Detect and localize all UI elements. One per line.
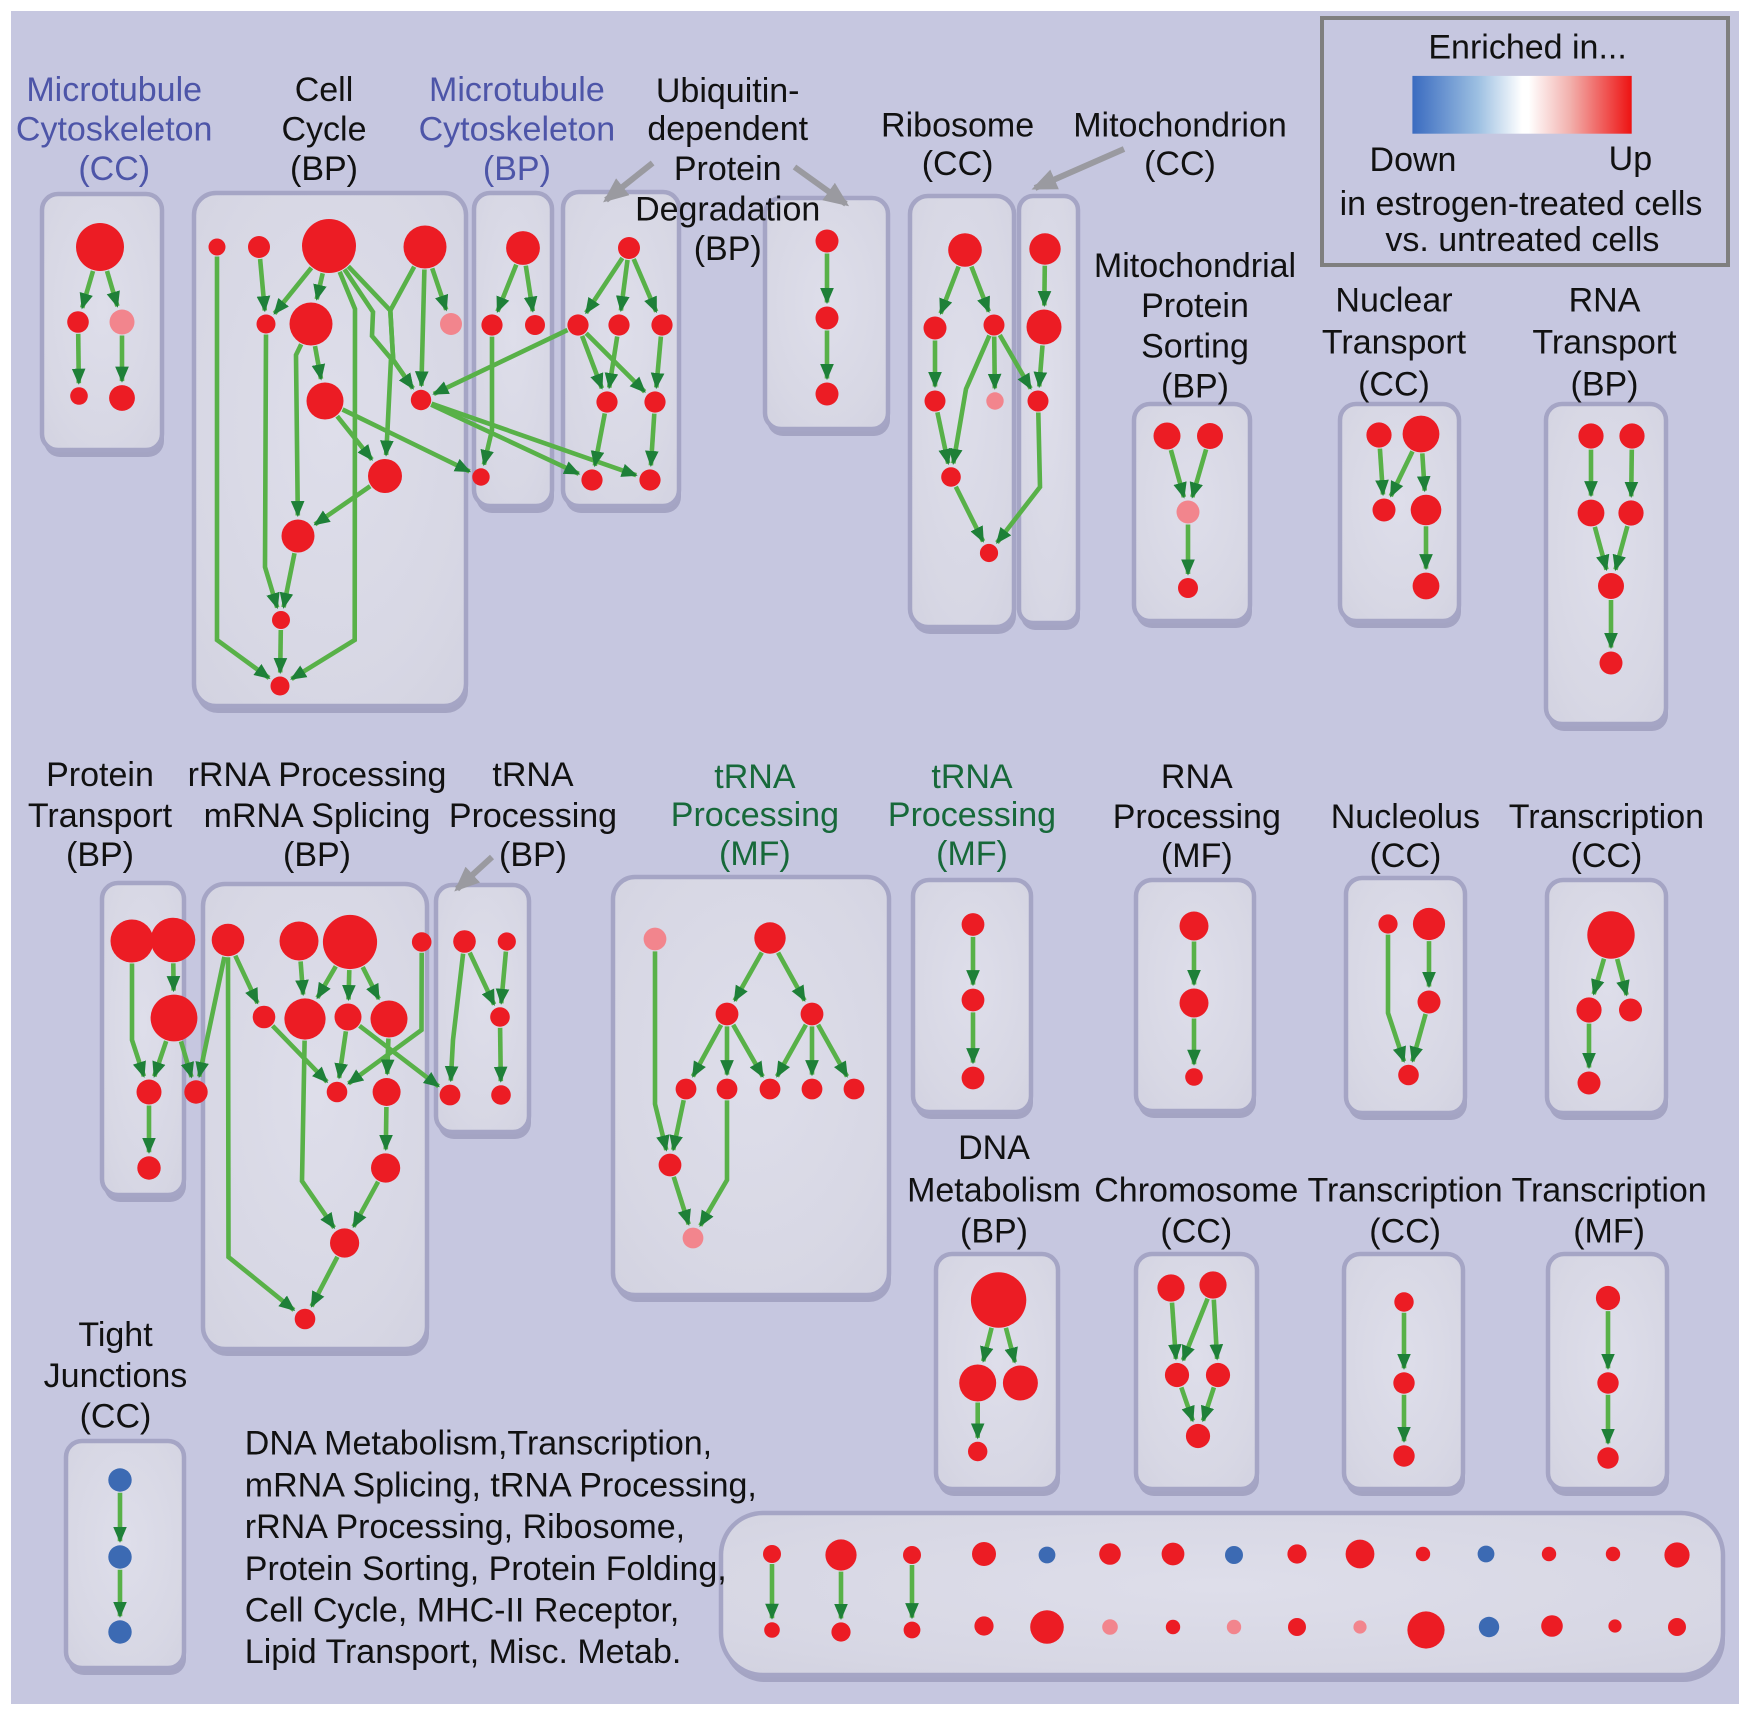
svg-text:Mitochondrial: Mitochondrial <box>1094 247 1296 285</box>
svg-text:Mitochondrion: Mitochondrion <box>1073 107 1287 145</box>
svg-text:(CC): (CC) <box>1144 145 1216 183</box>
svg-text:Cytoskeleton: Cytoskeleton <box>16 110 213 148</box>
svg-text:Transcription: Transcription <box>1511 1172 1706 1210</box>
svg-text:tRNA: tRNA <box>714 758 796 796</box>
svg-text:(BP): (BP) <box>1161 368 1229 406</box>
svg-text:(CC): (CC) <box>922 145 994 183</box>
svg-text:Transcription: Transcription <box>1509 798 1704 836</box>
svg-text:Cycle: Cycle <box>281 110 366 148</box>
svg-text:(BP): (BP) <box>283 836 351 874</box>
svg-text:(CC): (CC) <box>1358 366 1430 404</box>
svg-text:(MF): (MF) <box>719 835 791 873</box>
svg-text:Degradation: Degradation <box>635 191 820 229</box>
svg-text:Transport: Transport <box>1532 324 1677 362</box>
svg-text:(BP): (BP) <box>960 1213 1028 1251</box>
svg-text:Transport: Transport <box>28 797 173 835</box>
svg-text:Transcription: Transcription <box>1307 1172 1502 1210</box>
svg-text:tRNA: tRNA <box>492 756 574 794</box>
svg-text:Junctions: Junctions <box>44 1357 188 1395</box>
svg-text:dependent: dependent <box>647 110 808 148</box>
svg-text:rRNA Processing: rRNA Processing <box>188 756 447 794</box>
svg-text:Nucleolus: Nucleolus <box>1331 798 1480 836</box>
svg-text:mRNA Splicing, tRNA Processing: mRNA Splicing, tRNA Processing, <box>245 1466 757 1504</box>
svg-text:Down: Down <box>1370 141 1457 179</box>
svg-text:(MF): (MF) <box>936 835 1008 873</box>
svg-text:Up: Up <box>1609 140 1652 178</box>
svg-text:Sorting: Sorting <box>1141 327 1249 365</box>
svg-text:Enriched in...: Enriched in... <box>1428 28 1626 66</box>
svg-text:Tight: Tight <box>78 1316 153 1354</box>
svg-text:tRNA: tRNA <box>931 758 1013 796</box>
svg-text:(CC): (CC) <box>1160 1213 1232 1251</box>
svg-text:(MF): (MF) <box>1573 1213 1645 1251</box>
svg-text:Cell: Cell <box>295 71 354 109</box>
svg-text:(CC): (CC) <box>78 150 150 188</box>
svg-text:Nuclear: Nuclear <box>1335 281 1452 319</box>
svg-text:DNA: DNA <box>958 1129 1030 1167</box>
svg-text:Metabolism: Metabolism <box>907 1172 1081 1210</box>
svg-text:Processing: Processing <box>1113 798 1281 836</box>
svg-text:RNA: RNA <box>1161 758 1233 796</box>
svg-text:Lipid Transport, Misc. Metab.: Lipid Transport, Misc. Metab. <box>245 1633 682 1671</box>
svg-text:Chromosome: Chromosome <box>1094 1172 1298 1210</box>
svg-text:Processing: Processing <box>888 796 1056 834</box>
svg-text:(BP): (BP) <box>483 150 551 188</box>
svg-text:(BP): (BP) <box>290 150 358 188</box>
svg-text:Microtubule: Microtubule <box>26 71 202 109</box>
svg-text:Ubiquitin-: Ubiquitin- <box>656 72 800 110</box>
svg-text:Processing: Processing <box>671 796 839 834</box>
svg-text:Transport: Transport <box>1322 324 1467 362</box>
svg-text:(CC): (CC) <box>80 1398 152 1436</box>
svg-text:(BP): (BP) <box>499 836 567 874</box>
svg-text:Processing: Processing <box>449 797 617 835</box>
svg-text:(CC): (CC) <box>1369 1213 1441 1251</box>
svg-text:RNA: RNA <box>1569 281 1641 319</box>
svg-text:(BP): (BP) <box>66 836 134 874</box>
svg-text:(CC): (CC) <box>1571 837 1643 875</box>
svg-text:in estrogen-treated cells: in estrogen-treated cells <box>1340 185 1703 223</box>
svg-text:Cell Cycle, MHC-II Receptor,: Cell Cycle, MHC-II Receptor, <box>245 1592 680 1630</box>
svg-text:vs. untreated cells: vs. untreated cells <box>1385 221 1659 259</box>
svg-text:Protein: Protein <box>1141 287 1249 325</box>
svg-text:mRNA Splicing: mRNA Splicing <box>204 797 431 835</box>
svg-text:Ribosome: Ribosome <box>881 107 1034 145</box>
svg-text:(BP): (BP) <box>1571 366 1639 404</box>
svg-text:Cytoskeleton: Cytoskeleton <box>419 110 616 148</box>
svg-text:(CC): (CC) <box>1370 837 1442 875</box>
svg-text:(MF): (MF) <box>1161 837 1233 875</box>
svg-text:(BP): (BP) <box>694 230 762 268</box>
svg-text:Protein Sorting, Protein Foldi: Protein Sorting, Protein Folding, <box>245 1550 727 1588</box>
svg-text:Protein: Protein <box>46 756 154 794</box>
svg-text:Microtubule: Microtubule <box>429 71 605 109</box>
svg-text:Protein: Protein <box>674 150 782 188</box>
svg-text:DNA Metabolism,Transcription,: DNA Metabolism,Transcription, <box>245 1425 712 1463</box>
svg-text:rRNA Processing, Ribosome,: rRNA Processing, Ribosome, <box>245 1508 685 1546</box>
